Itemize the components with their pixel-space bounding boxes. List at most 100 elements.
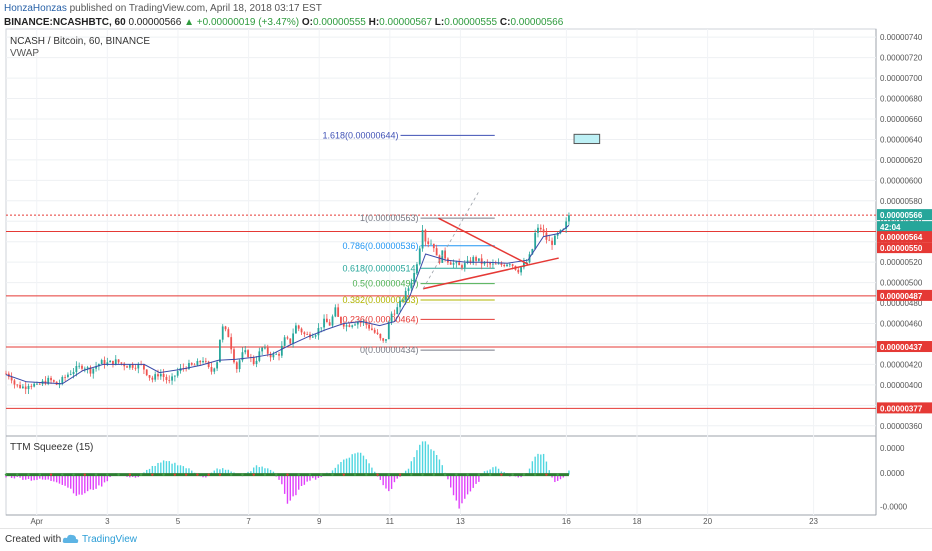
candle-body — [194, 365, 196, 366]
price-tag-label: 0.00000377 — [880, 404, 923, 413]
squeeze-dot — [185, 473, 187, 475]
squeeze-dot — [151, 473, 153, 475]
candle-body — [267, 348, 269, 354]
candle-body — [64, 377, 66, 378]
candle-body — [422, 230, 424, 248]
candle-body — [548, 240, 550, 241]
candle-body — [11, 377, 13, 381]
time-tick-label: 3 — [105, 517, 110, 526]
chart-title: NCASH / Bitcoin, 60, BINANCE — [10, 36, 150, 47]
candle-body — [275, 354, 277, 355]
squeeze-dot — [196, 473, 198, 475]
squeeze-bar — [436, 455, 437, 475]
candle-body — [354, 324, 356, 325]
time-tick-label: 20 — [703, 517, 712, 526]
squeeze-dot — [252, 473, 254, 475]
squeeze-dot — [106, 473, 108, 475]
fib-trend-line — [423, 191, 479, 289]
candle-body — [500, 263, 502, 264]
price-tag-label: 0.00000564 — [880, 233, 923, 242]
squeeze-dot — [343, 473, 345, 475]
triangle-drawing[interactable] — [423, 191, 559, 289]
tradingview-cloud-icon — [62, 532, 80, 546]
squeeze-bar — [388, 475, 389, 491]
squeeze-bar — [301, 475, 302, 486]
squeeze-bar — [354, 453, 355, 474]
price-tick-label: 0.00000460 — [880, 320, 923, 329]
candle-body — [334, 307, 336, 316]
candle-body — [177, 371, 179, 376]
chart-canvas[interactable]: 1.618(0.00000644)1(0.00000563)0.786(0.00… — [0, 0, 932, 528]
fib-retracement[interactable]: 1.618(0.00000644)1(0.00000563)0.786(0.00… — [322, 130, 494, 355]
squeeze-bar — [76, 475, 77, 496]
candle-body — [419, 249, 421, 265]
candle-body — [315, 335, 317, 336]
candle-body — [399, 301, 401, 307]
squeeze-bar — [160, 463, 161, 475]
candle-body — [360, 322, 362, 323]
squeeze-dot — [331, 473, 333, 475]
candle-body — [554, 236, 556, 245]
candle-body — [503, 265, 505, 266]
squeeze-bar — [391, 475, 392, 489]
time-tick-label: 23 — [809, 517, 818, 526]
squeeze-tick-label: -0.0000 — [880, 503, 908, 512]
price-tick-label: 0.00000500 — [880, 279, 923, 288]
squeeze-tick-label: 0.0000 — [880, 469, 905, 478]
squeeze-bar — [78, 475, 79, 495]
squeeze-bar — [433, 451, 434, 475]
squeeze-dot — [523, 473, 525, 475]
squeeze-bar — [422, 441, 423, 474]
fib-level-label: 0.236(0.00000464) — [342, 314, 418, 324]
squeeze-dot — [162, 473, 164, 475]
tradingview-link[interactable]: TradingView — [82, 534, 137, 545]
squeeze-bar — [284, 475, 285, 494]
squeeze-bar — [98, 475, 99, 486]
candle-body — [458, 262, 460, 265]
squeeze-dot — [354, 473, 356, 475]
price-tick-label: 0.00000420 — [880, 360, 923, 369]
candle-body — [289, 339, 291, 344]
price-tick-label: 0.00000360 — [880, 422, 923, 431]
squeeze-dot — [365, 473, 367, 475]
candle-body — [61, 377, 63, 383]
squeeze-bar — [84, 475, 85, 494]
candle-body — [14, 380, 16, 384]
squeeze-dot — [117, 473, 119, 475]
candle-body — [568, 215, 570, 221]
candle-body — [151, 378, 153, 380]
target-box[interactable] — [574, 134, 600, 143]
candle-body — [287, 337, 289, 338]
candle-body — [146, 370, 148, 376]
squeeze-bar — [456, 475, 457, 501]
fib-level-label: 1.618(0.00000644) — [322, 130, 398, 140]
candle-body — [461, 265, 463, 268]
candle-body — [264, 348, 266, 349]
squeeze-bar — [411, 461, 412, 474]
candle-body — [537, 228, 539, 233]
squeeze-dot — [95, 473, 97, 475]
candle-body — [540, 228, 542, 230]
candle-body — [475, 257, 477, 261]
candle-body — [357, 322, 359, 324]
candle-body — [416, 264, 418, 273]
squeeze-bar — [425, 441, 426, 474]
candle-body — [230, 337, 232, 349]
candle-body — [19, 385, 21, 388]
squeeze-bar — [543, 454, 544, 475]
squeeze-bar — [357, 453, 358, 475]
squeeze-dot — [61, 473, 63, 475]
squeeze-dot — [16, 473, 18, 475]
squeeze-bar — [532, 461, 533, 474]
candle-body — [534, 233, 536, 249]
time-tick-label: 13 — [456, 517, 465, 526]
price-tick-label: 0.00000520 — [880, 258, 923, 267]
squeeze-dot — [275, 473, 277, 475]
candle-body — [239, 360, 241, 369]
squeeze-dot — [478, 473, 480, 475]
candle-body — [16, 385, 18, 386]
vwap-line — [6, 225, 569, 383]
candle-body — [326, 319, 328, 323]
price-tag-label: 0.00000566 — [880, 211, 923, 220]
